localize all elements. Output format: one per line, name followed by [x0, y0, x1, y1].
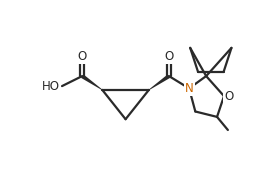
Polygon shape	[81, 74, 102, 90]
Text: O: O	[224, 90, 233, 103]
Text: O: O	[78, 50, 87, 63]
Polygon shape	[149, 74, 170, 90]
Text: N: N	[185, 82, 194, 95]
Text: O: O	[164, 50, 174, 63]
Text: HO: HO	[42, 80, 60, 93]
